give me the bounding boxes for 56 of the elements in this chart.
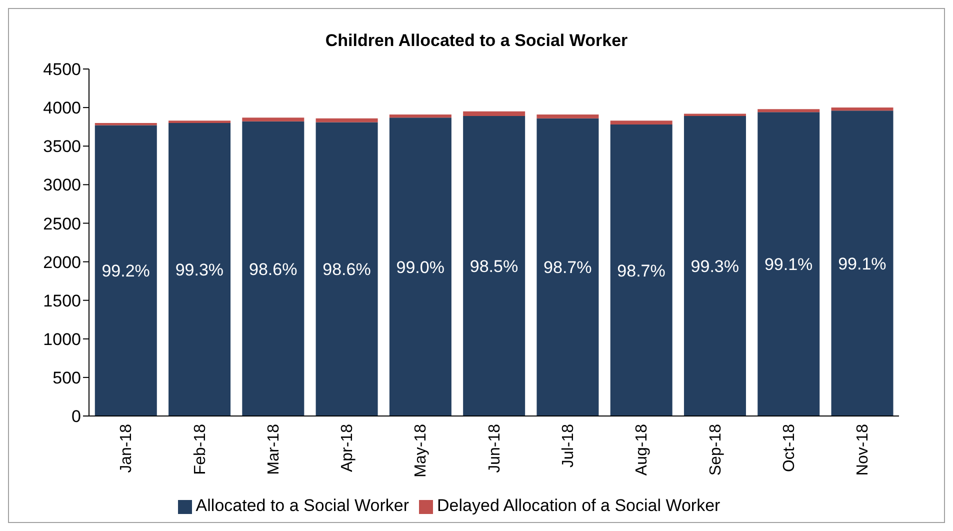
bar	[610, 120, 672, 125]
legend-label: Allocated to a Social Worker	[196, 496, 410, 515]
y-tick-label: 1500	[43, 291, 81, 310]
bar	[610, 124, 672, 416]
annotation: 98.6%	[248, 260, 298, 279]
x-tick-label: Mar-18	[265, 424, 282, 475]
y-tick-label: 0	[72, 407, 81, 426]
bar	[758, 109, 820, 112]
annotation: 99.3%	[175, 260, 224, 280]
bar	[758, 112, 820, 416]
y-tick-label: 4000	[43, 98, 81, 118]
bar	[242, 118, 304, 122]
bar	[316, 118, 378, 122]
y-tick-label: 500	[52, 368, 81, 388]
annotation: 99.2%	[102, 262, 150, 281]
x-tick-label: Oct-18	[780, 424, 798, 472]
annotation: 98.7%	[544, 258, 592, 278]
bar	[684, 116, 746, 416]
annotation: 99.1%	[764, 255, 813, 274]
x-tick-label: Aug-18	[634, 424, 651, 476]
x-tick-label: Apr-18	[339, 424, 356, 472]
annotation: 98.6%	[322, 260, 371, 280]
y-tick-label: 3500	[43, 137, 81, 156]
x-tick-label: Feb-18	[192, 424, 209, 475]
annotation: 98.7%	[617, 261, 666, 280]
x-tick-label: Nov-18	[854, 424, 872, 476]
bar	[831, 108, 894, 111]
annotation: 98.5%	[470, 257, 518, 276]
bar	[463, 116, 526, 416]
y-tick-label: 2000	[43, 252, 81, 272]
x-tick-label: Jan-18	[118, 424, 136, 473]
y-tick-label: 3000	[43, 176, 81, 195]
bar	[168, 122, 231, 416]
bar	[242, 121, 304, 416]
bar	[536, 114, 599, 118]
bar	[463, 111, 526, 116]
bar	[536, 118, 599, 416]
legend-label: Delayed Allocation of a Social Worker	[437, 496, 720, 515]
bar	[316, 122, 378, 416]
x-tick-label: Sep-18	[707, 424, 724, 476]
chart-title: Children Allocated to a Social Worker	[324, 31, 629, 51]
bar	[94, 122, 157, 126]
bar	[389, 118, 452, 416]
y-tick-label: 4500	[43, 60, 81, 80]
bar	[831, 110, 894, 416]
annotation: 99.1%	[838, 254, 886, 274]
x-tick-label: Jul-18	[560, 424, 577, 468]
y-tick-label: 1000	[43, 330, 81, 349]
bar	[684, 114, 746, 116]
annotation: 99.3%	[690, 257, 740, 276]
x-tick-label: Jun-18	[486, 424, 504, 473]
bar	[94, 125, 157, 416]
annotation: 99.0%	[396, 258, 444, 277]
bar	[389, 114, 452, 118]
y-tick-label: 2500	[43, 214, 81, 234]
x-tick-label: May-18	[412, 424, 430, 478]
